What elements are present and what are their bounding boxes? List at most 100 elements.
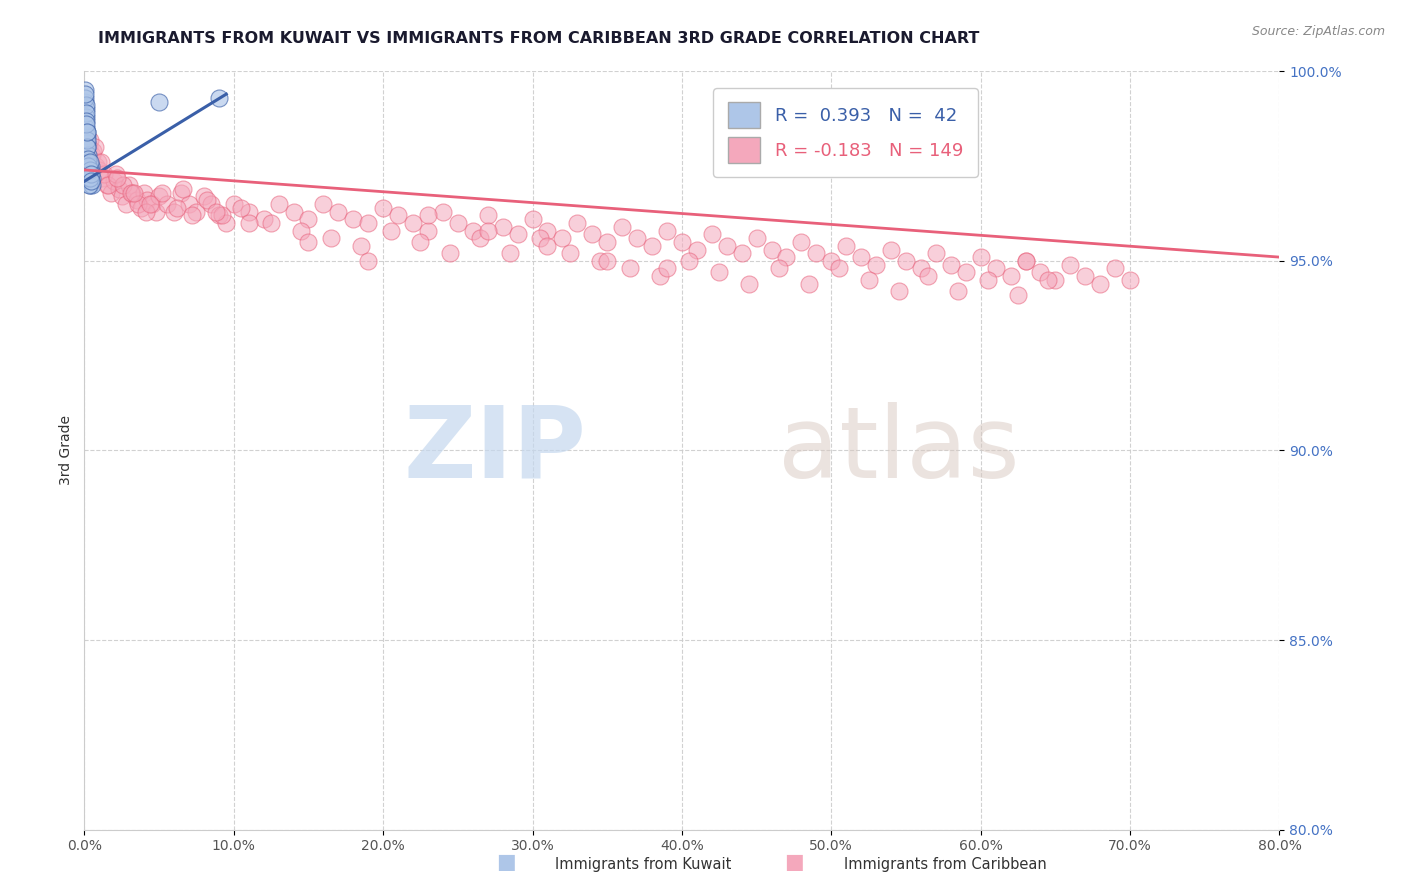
Point [150,186,173,200]
Point [432,204,454,219]
Point [558,246,581,260]
Point [80,159,103,173]
Point [342,212,364,227]
Point [77,159,100,173]
Point [1104,261,1126,276]
Point [76,128,98,143]
Point [83,140,105,154]
Point [75,95,97,109]
Point [1000,269,1022,284]
Point [111,189,134,203]
Point [700,227,723,242]
Point [373,201,395,215]
Point [709,265,731,279]
Point [529,231,551,245]
Point [107,182,129,196]
Point [851,250,873,264]
Point [205,204,228,219]
Point [79,178,101,192]
Point [648,269,671,284]
Point [75,102,97,116]
Point [208,208,231,222]
Point [75,87,97,101]
Point [387,208,409,222]
Point [350,238,373,252]
Point [820,253,842,268]
Point [655,261,678,276]
Point [297,212,319,227]
Point [100,186,122,200]
Point [626,231,648,245]
Point [135,204,157,219]
Point [120,186,142,200]
Point [499,246,522,260]
Point [619,261,641,276]
Point [290,223,312,237]
Point [925,246,948,260]
Text: ■: ■ [785,853,804,872]
Point [77,170,100,185]
Point [172,182,194,196]
Point [1014,253,1036,268]
Point [357,253,380,268]
Point [887,284,910,298]
Point [80,178,103,192]
Point [589,253,612,268]
Point [477,223,499,237]
Point [955,265,977,279]
Point [163,204,186,219]
Point [253,212,276,227]
Point [267,197,290,211]
Point [894,253,917,268]
Point [79,162,101,177]
Point [671,235,693,249]
Point [89,162,111,177]
Point [77,159,100,173]
Point [80,167,103,181]
Point [596,235,619,249]
Point [1059,258,1081,272]
Point [1029,265,1052,279]
Point [75,83,97,97]
Point [470,231,492,245]
Point [122,186,145,200]
Point [1007,288,1029,302]
Point [105,170,128,185]
Point [835,238,858,252]
Point [731,246,754,260]
Point [77,167,100,181]
Point [551,231,574,245]
Text: Immigrants from Kuwait: Immigrants from Kuwait [555,857,731,872]
Point [977,273,1000,287]
Point [77,140,100,154]
Point [79,170,101,185]
Point [536,238,558,252]
Point [79,178,101,192]
Point [775,250,797,264]
Point [141,197,163,211]
Point [76,147,98,161]
Point [118,178,141,192]
Point [97,178,120,192]
Point [148,95,170,109]
Point [193,189,215,203]
Point [790,235,813,249]
Point [139,197,162,211]
Point [596,253,619,268]
Point [75,91,97,105]
Point [112,178,135,192]
Point [768,261,790,276]
Point [129,201,152,215]
Point [136,193,159,207]
Point [655,223,678,237]
Point [75,121,97,136]
Point [79,167,101,181]
Point [567,216,589,230]
Point [461,223,484,237]
Point [492,219,515,234]
Point [195,193,218,207]
Text: ■: ■ [496,853,516,872]
Point [181,208,204,222]
Point [312,197,335,211]
Point [215,216,238,230]
